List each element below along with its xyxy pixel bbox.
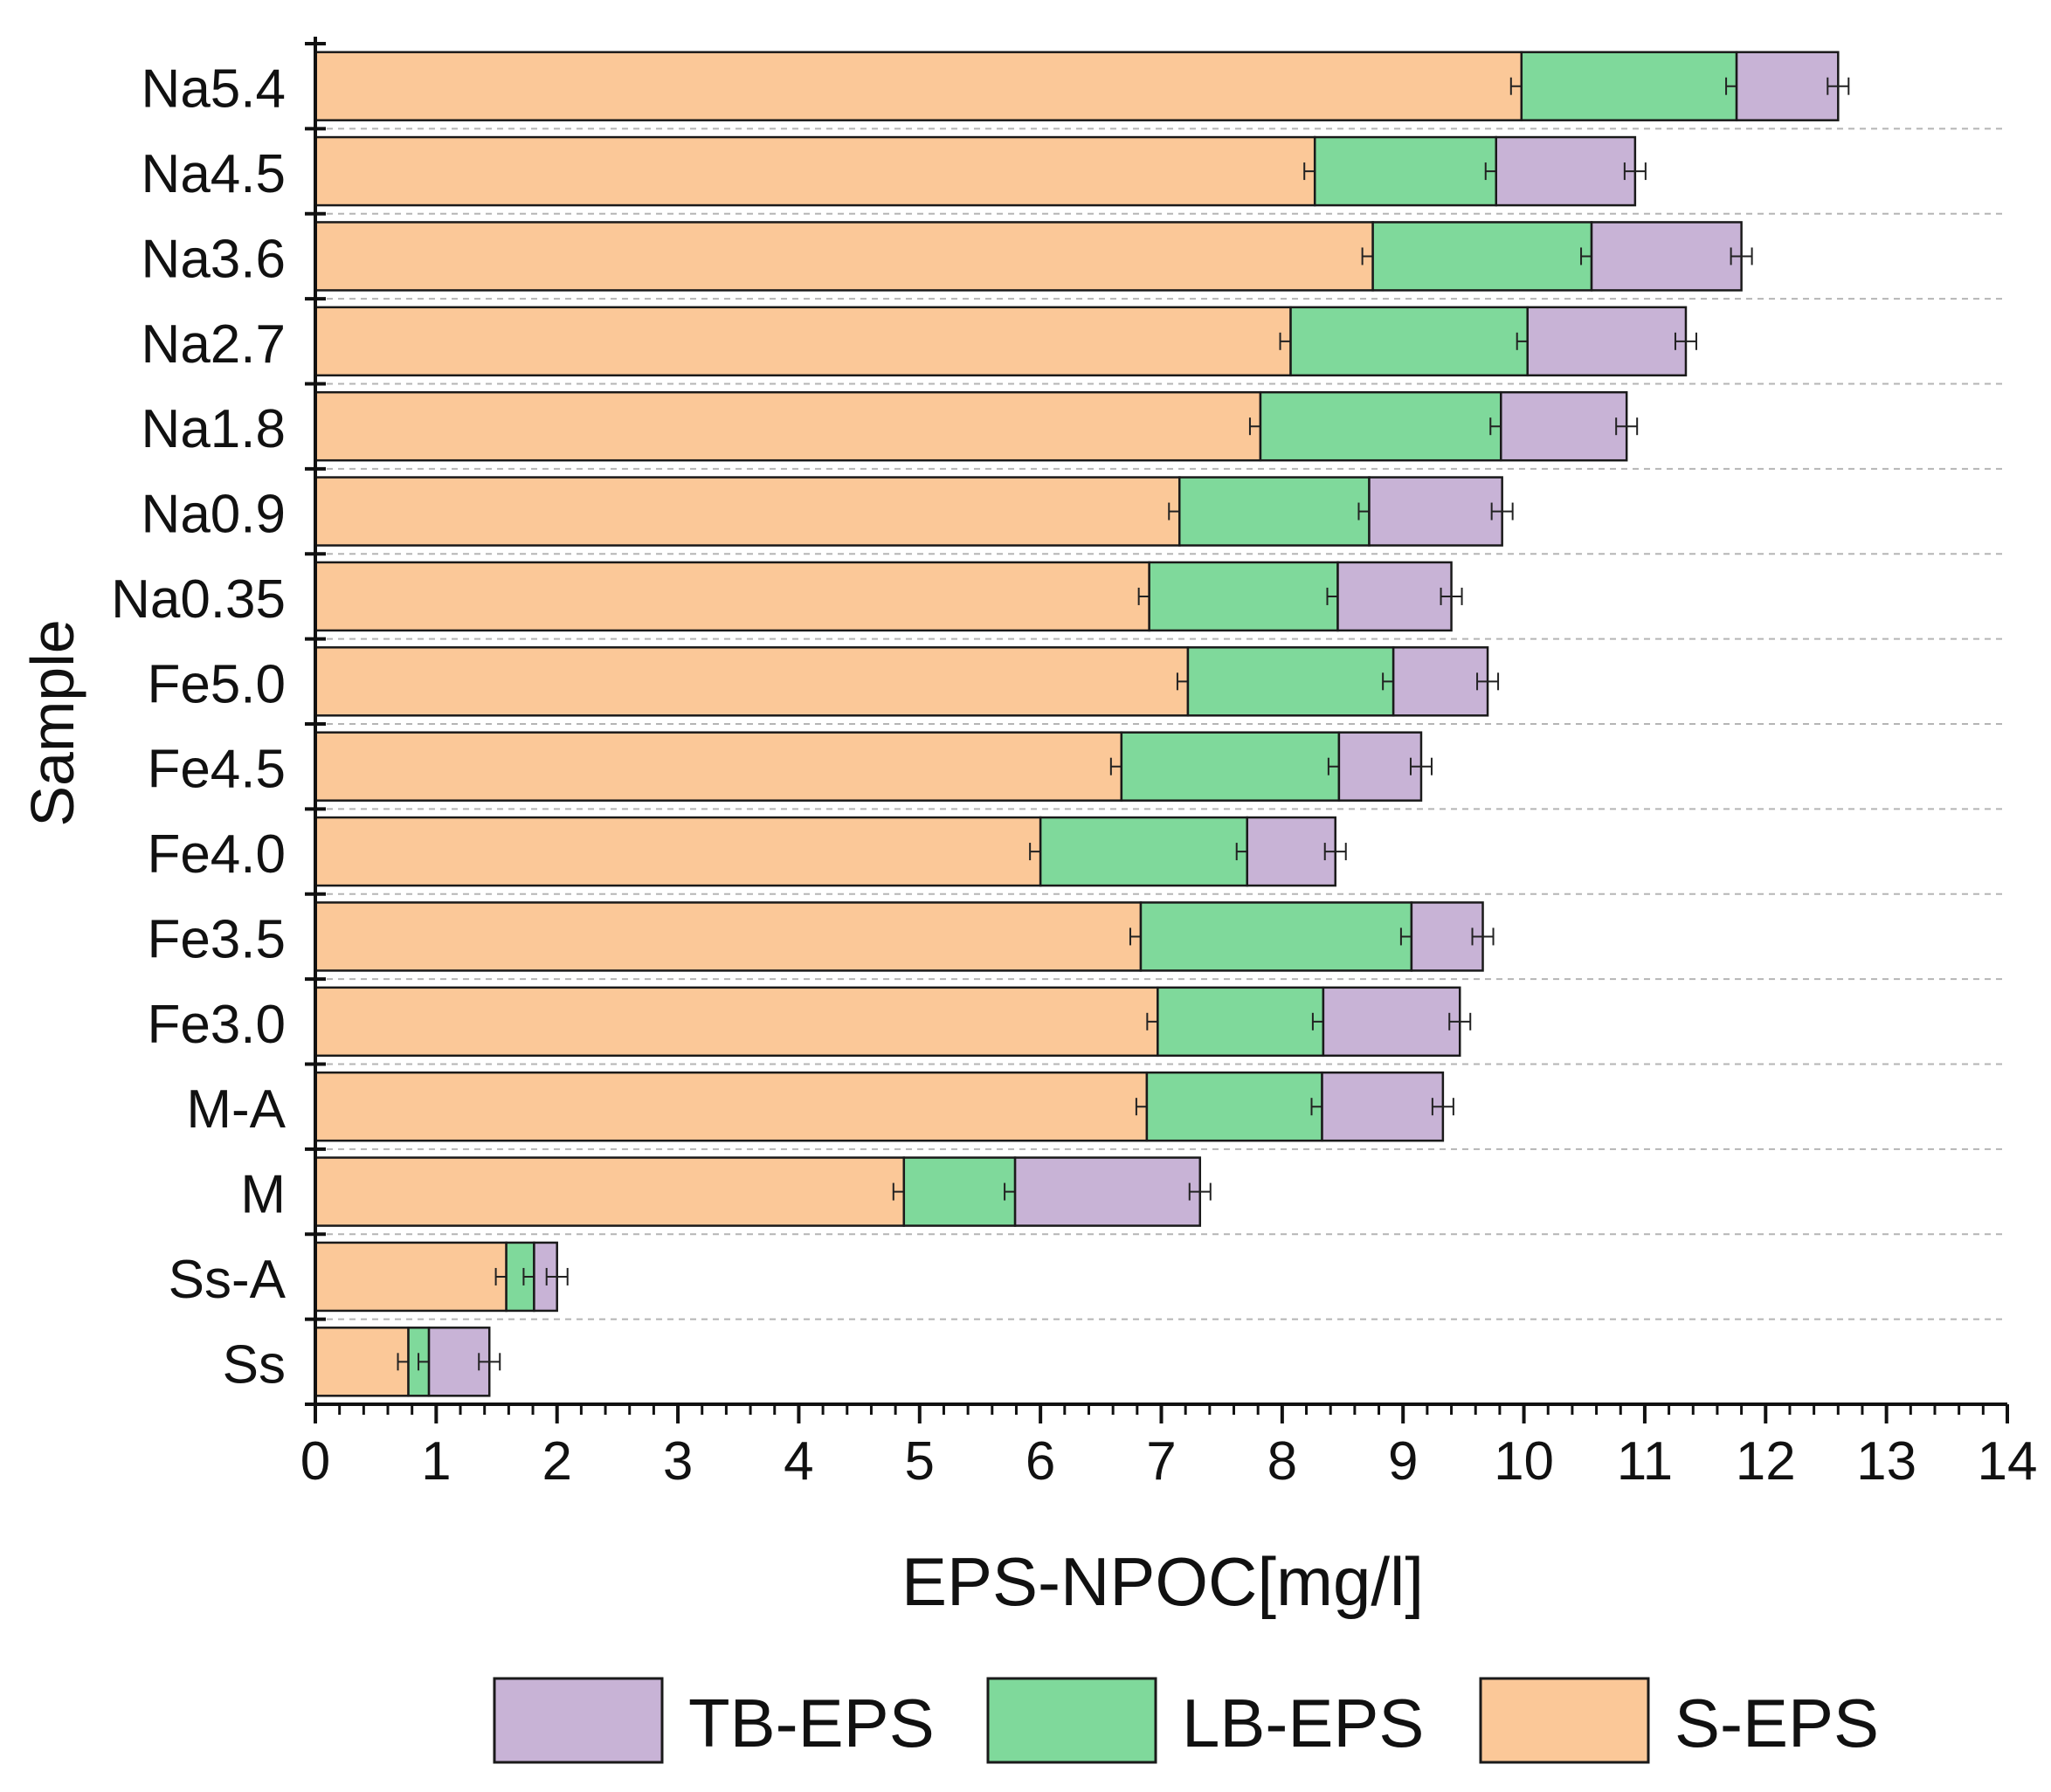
bar-s-eps-fe5.0 bbox=[314, 646, 1190, 717]
legend-label-tb-eps: TB-EPS bbox=[688, 1685, 935, 1761]
x-tick-label: 8 bbox=[1267, 1431, 1297, 1492]
bar-lb-eps-na4.5 bbox=[1313, 135, 1497, 207]
bar-tb-eps-fe5.0 bbox=[1392, 646, 1489, 717]
bar-tb-eps-na5.4 bbox=[1735, 51, 1840, 121]
bar-tb-eps-na1.8 bbox=[1500, 390, 1628, 462]
bar-lb-eps-m bbox=[902, 1156, 1017, 1227]
x-tick-label: 13 bbox=[1856, 1431, 1916, 1492]
bar-lb-eps-fe5.0 bbox=[1186, 646, 1395, 717]
bar-lb-eps-fe4.0 bbox=[1039, 816, 1248, 887]
bar-lb-eps-na2.7 bbox=[1289, 306, 1529, 377]
bar-s-eps-ss bbox=[314, 1327, 410, 1397]
x-tick-label: 9 bbox=[1388, 1431, 1418, 1492]
y-tick-label-na2.7: Na2.7 bbox=[142, 314, 286, 375]
x-tick-label: 2 bbox=[542, 1431, 571, 1492]
x-tick-label: 10 bbox=[1494, 1431, 1554, 1492]
legend-swatch-s-eps bbox=[1479, 1677, 1650, 1764]
y-axis-title: Sample bbox=[18, 619, 86, 826]
bar-tb-eps-fe3.5 bbox=[1410, 901, 1484, 972]
bar-s-eps-fe4.0 bbox=[314, 816, 1042, 887]
bar-s-eps-na2.7 bbox=[314, 306, 1292, 377]
bar-s-eps-na4.5 bbox=[314, 135, 1316, 207]
x-tick-label: 11 bbox=[1617, 1431, 1673, 1492]
bar-tb-eps-na4.5 bbox=[1495, 135, 1637, 207]
y-tick-label-na1.8: Na1.8 bbox=[142, 399, 286, 459]
bar-lb-eps-m-a bbox=[1145, 1071, 1323, 1142]
legend: TB-EPS LB-EPS S-EPS bbox=[493, 1677, 1879, 1764]
bar-lb-eps-na3.6 bbox=[1371, 221, 1593, 292]
y-tick-label-fe5.0: Fe5.0 bbox=[147, 654, 286, 714]
y-tick-label-na0.9: Na0.9 bbox=[142, 485, 286, 545]
x-tick-label: 3 bbox=[663, 1431, 693, 1492]
x-axis-title: EPS-NPOC[mg/l] bbox=[901, 1543, 1424, 1620]
x-tick-label: 6 bbox=[1026, 1431, 1055, 1492]
y-tick-label-fe4.0: Fe4.0 bbox=[147, 824, 286, 885]
bar-s-eps-fe3.5 bbox=[314, 901, 1143, 972]
bar-s-eps-na0.9 bbox=[314, 476, 1181, 547]
x-tick-label: 5 bbox=[905, 1431, 935, 1492]
x-tick-label: 7 bbox=[1146, 1431, 1176, 1492]
legend-swatch-tb-eps bbox=[493, 1677, 664, 1764]
bar-lb-eps-na0.35 bbox=[1148, 561, 1339, 632]
bar-tb-eps-na2.7 bbox=[1526, 306, 1688, 377]
x-tick-label: 4 bbox=[784, 1431, 813, 1492]
bar-lb-eps-na0.9 bbox=[1178, 476, 1371, 547]
x-tick-label: 0 bbox=[300, 1431, 330, 1492]
bar-s-eps-na5.4 bbox=[314, 51, 1523, 121]
y-tick-label-na4.5: Na4.5 bbox=[142, 144, 286, 204]
legend-swatch-lb-eps bbox=[986, 1677, 1157, 1764]
bar-s-eps-na3.6 bbox=[314, 221, 1374, 292]
bar-tb-eps-fe4.0 bbox=[1246, 816, 1336, 887]
y-tick-label-ss-a: Ss-A bbox=[169, 1250, 287, 1310]
bar-lb-eps-na5.4 bbox=[1520, 51, 1738, 121]
bar-s-eps-ss-a bbox=[314, 1241, 508, 1313]
y-tick-label-fe3.0: Fe3.0 bbox=[147, 995, 286, 1055]
legend-label-s-eps: S-EPS bbox=[1675, 1685, 1879, 1761]
bar-tb-eps-m bbox=[1013, 1156, 1202, 1227]
y-tick-label-na5.4: Na5.4 bbox=[142, 59, 286, 120]
x-tick-label: 14 bbox=[1978, 1431, 2038, 1492]
bar-tb-eps-fe4.5 bbox=[1337, 731, 1423, 802]
bar-tb-eps-fe3.0 bbox=[1322, 986, 1461, 1058]
bar-lb-eps-fe4.5 bbox=[1120, 731, 1341, 802]
bar-tb-eps-na0.9 bbox=[1368, 476, 1503, 547]
bar-s-eps-fe3.0 bbox=[314, 986, 1159, 1058]
x-tick-label: 12 bbox=[1736, 1431, 1796, 1492]
legend-label-lb-eps: LB-EPS bbox=[1182, 1685, 1424, 1761]
y-tick-label-m: M bbox=[240, 1165, 286, 1225]
bar-s-eps-m-a bbox=[314, 1071, 1149, 1142]
x-tick-label: 1 bbox=[421, 1431, 451, 1492]
bar-lb-eps-na1.8 bbox=[1259, 390, 1502, 462]
bar-tb-eps-na0.35 bbox=[1336, 561, 1453, 632]
bar-s-eps-fe4.5 bbox=[314, 731, 1123, 802]
bar-s-eps-na1.8 bbox=[314, 390, 1262, 462]
y-tick-label-fe3.5: Fe3.5 bbox=[147, 909, 286, 969]
y-tick-label-fe4.5: Fe4.5 bbox=[147, 740, 286, 800]
y-tick-label-m-a: M-A bbox=[186, 1079, 286, 1140]
axes: Na5.4 Na4.5 Na3.6 Na2.7 Na1.8 Na0.9 Na0.35 Fe5.… bbox=[111, 37, 2037, 1492]
bar-tb-eps-m-a bbox=[1321, 1071, 1445, 1142]
y-tick-label-na3.6: Na3.6 bbox=[142, 229, 286, 289]
bar-s-eps-na0.35 bbox=[314, 561, 1150, 632]
bar-tb-eps-na3.6 bbox=[1590, 221, 1743, 292]
bar-lb-eps-fe3.0 bbox=[1157, 986, 1325, 1058]
bar-lb-eps-fe3.5 bbox=[1139, 901, 1413, 972]
y-tick-label-na0.35: Na0.35 bbox=[111, 569, 286, 630]
y-tick-label-ss: Ss bbox=[223, 1334, 286, 1395]
bar-s-eps-m bbox=[314, 1156, 906, 1227]
gridlines bbox=[315, 128, 2007, 1320]
